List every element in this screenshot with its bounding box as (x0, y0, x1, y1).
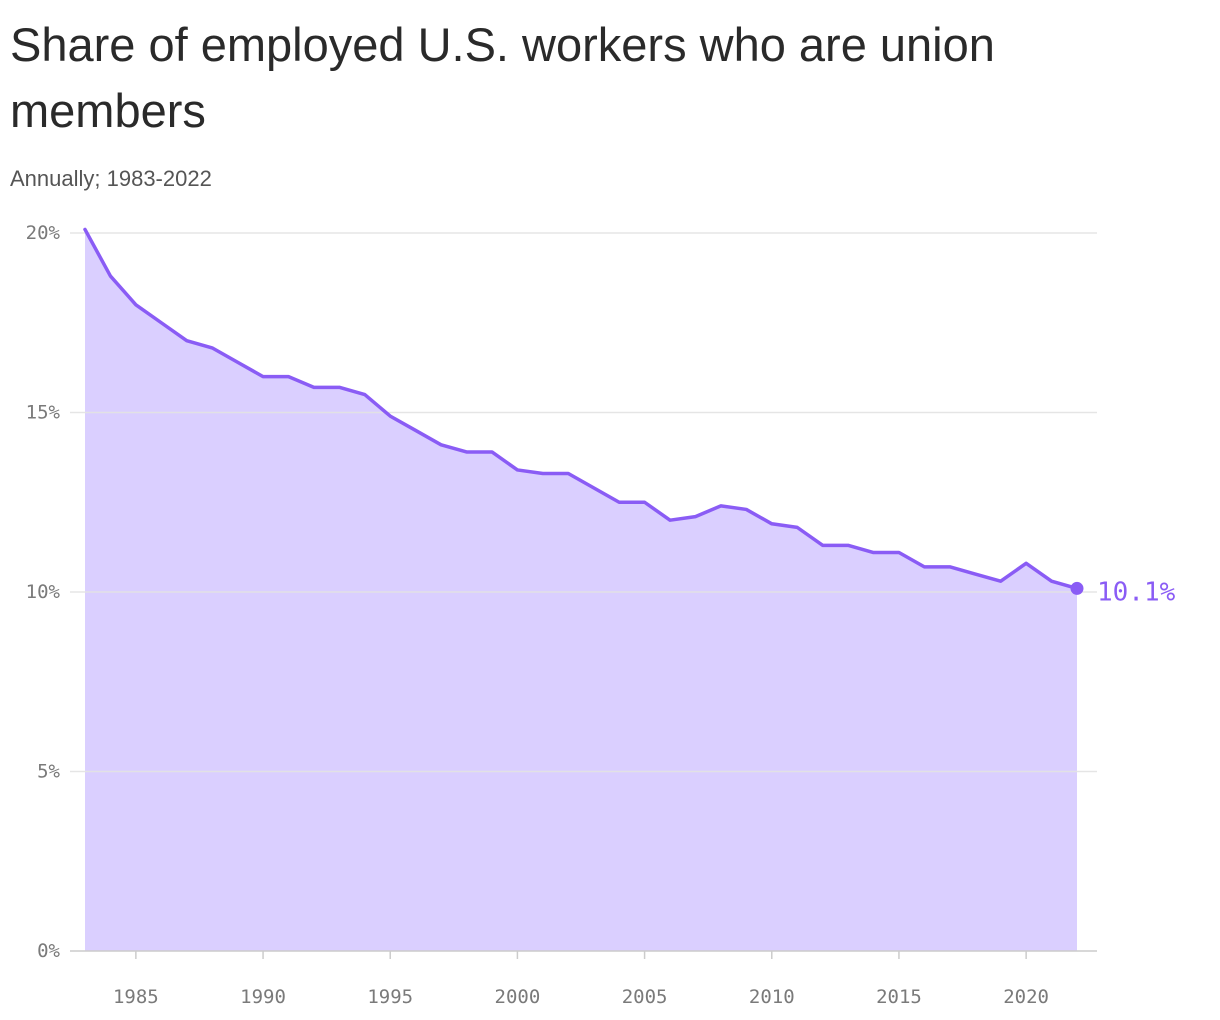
end-value-label: 10.1% (1097, 577, 1176, 607)
series-line (83, 227, 1079, 591)
x-tick-label: 2010 (749, 986, 795, 1008)
y-tick-label: 20% (26, 222, 61, 244)
y-tick-label: 10% (26, 581, 61, 603)
x-tick-label: 2015 (876, 986, 922, 1008)
x-tick-label: 1990 (240, 986, 286, 1008)
x-tick-label: 1985 (113, 986, 159, 1008)
y-tick-label: 15% (26, 402, 61, 424)
y-tick-label: 0% (37, 940, 60, 962)
x-tick-label: 2005 (622, 986, 668, 1008)
end-point-marker (1070, 581, 1084, 595)
y-tick-label: 5% (37, 761, 60, 783)
chart-subtitle: Annually; 1983-2022 (10, 166, 212, 191)
x-tick-label: 2020 (1003, 986, 1049, 1008)
x-tick-label: 1995 (367, 986, 413, 1008)
x-tick-label: 2000 (495, 986, 541, 1008)
chart-title: Share of employed U.S. workers who are u… (10, 18, 995, 137)
area-fill (85, 229, 1077, 951)
